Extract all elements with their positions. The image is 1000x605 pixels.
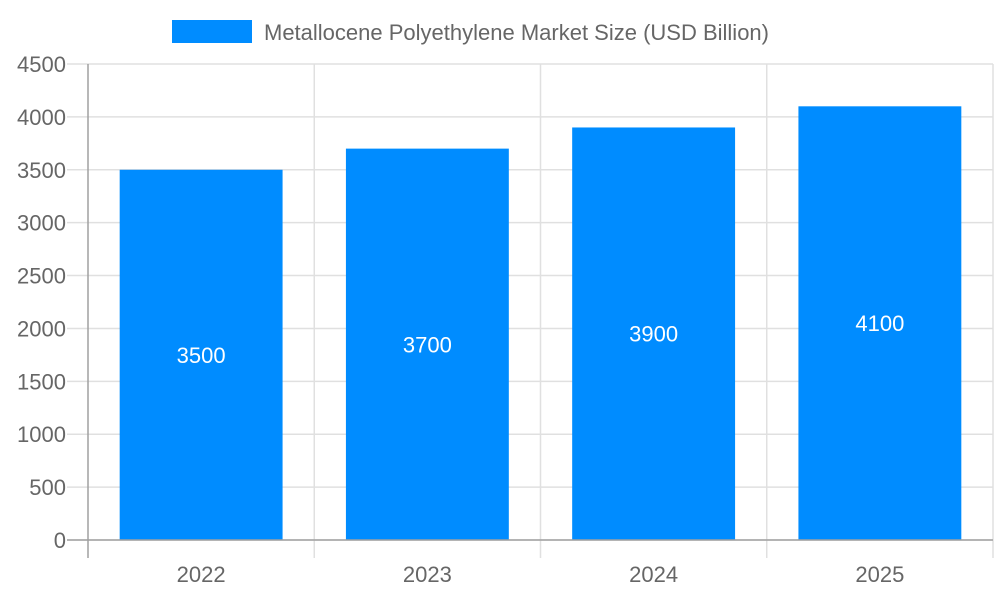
y-tick-label: 1000 — [17, 422, 66, 447]
y-tick-label: 3000 — [17, 211, 66, 236]
x-tick-label: 2023 — [403, 562, 452, 587]
bar — [572, 127, 736, 540]
axes: 0 500 1000 1500 2000 2500 3000 3500 4000 4500 2022… — [17, 52, 993, 587]
y-tick-label: 2000 — [17, 316, 66, 341]
y-tick-label: 2500 — [17, 264, 66, 289]
x-tick-label: 2025 — [855, 562, 904, 587]
data-label: 4100 — [855, 311, 904, 336]
y-tick-label: 0 — [54, 528, 66, 553]
legend: Metallocene Polyethylene Market Size (US… — [172, 20, 769, 45]
bar — [345, 148, 509, 540]
data-label: 3900 — [629, 322, 678, 347]
y-tick-label: 4000 — [17, 105, 66, 130]
y-tick-label: 1500 — [17, 369, 66, 394]
bars: 3500 3700 3900 4100 — [119, 106, 962, 541]
y-tick-label: 4500 — [17, 52, 66, 77]
data-label: 3700 — [403, 332, 452, 357]
data-label: 3500 — [177, 343, 226, 368]
legend-label: Metallocene Polyethylene Market Size (US… — [264, 20, 769, 45]
bar — [798, 106, 962, 541]
bar — [119, 169, 283, 540]
y-tick-label: 3500 — [17, 158, 66, 183]
x-tick-label: 2022 — [177, 562, 226, 587]
y-tick-label: 500 — [29, 475, 66, 500]
legend-swatch — [172, 20, 252, 43]
x-tick-label: 2024 — [629, 562, 678, 587]
